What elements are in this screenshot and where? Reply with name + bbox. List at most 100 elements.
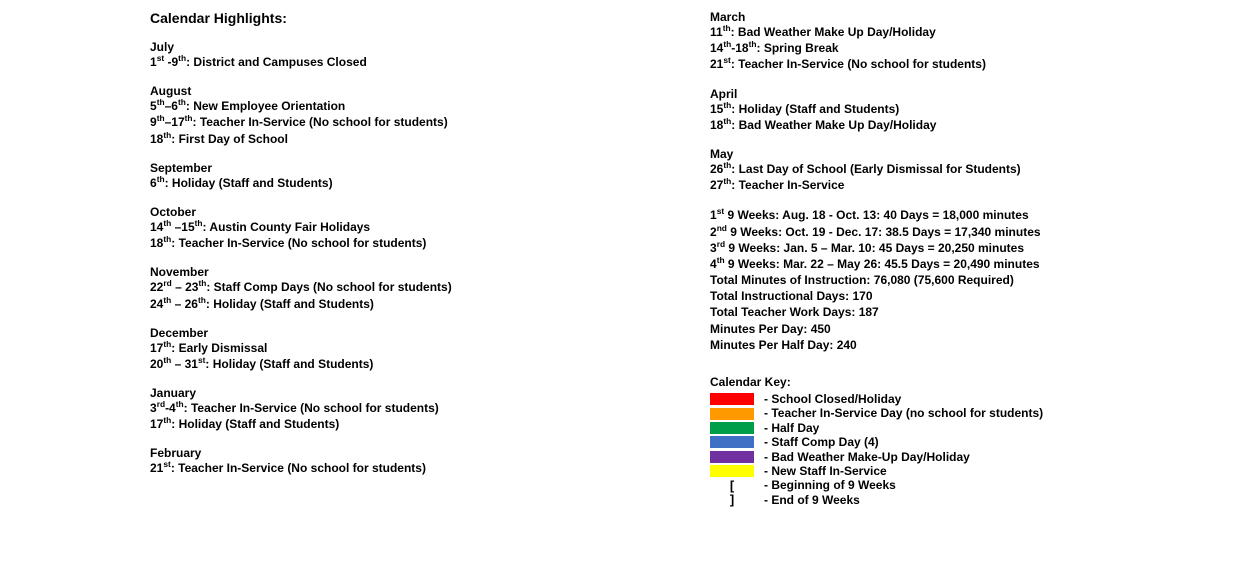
key-label: - End of 9 Weeks: [764, 493, 860, 507]
color-swatch: [710, 436, 754, 448]
entry-date: 21st:: [150, 461, 175, 475]
month-block: April15th: Holiday (Staff and Students)1…: [710, 87, 1120, 133]
key-row: - Teacher In-Service Day (no school for …: [710, 406, 1120, 420]
left-months-container: July1st -9th: District and Campuses Clos…: [150, 40, 560, 477]
entry-desc: Holiday (Staff and Students): [209, 357, 373, 371]
color-swatch: [710, 393, 754, 405]
entry-desc: Holiday (Staff and Students): [175, 417, 339, 431]
weeks-line: Minutes Per Day: 450: [710, 321, 1120, 337]
entry-desc: Teacher In-Service (No school for studen…: [735, 57, 986, 71]
entry-date: 15th:: [710, 102, 735, 116]
weeks-line: 1st 9 Weeks: Aug. 18 - Oct. 13: 40 Days …: [710, 207, 1120, 223]
month-block: November22rd – 23th: Staff Comp Days (No…: [150, 265, 560, 311]
month-name: February: [150, 446, 560, 460]
entry-desc: Spring Break: [761, 41, 839, 55]
entry-date: 17th:: [150, 417, 175, 431]
month-block: May26th: Last Day of School (Early Dismi…: [710, 147, 1120, 193]
entry-date: 3rd-4th:: [150, 401, 188, 415]
entry-date: 26th:: [710, 162, 735, 176]
calendar-entry: 17th: Early Dismissal: [150, 340, 560, 356]
color-swatch: [710, 422, 754, 434]
bracket-symbol: [: [710, 480, 754, 492]
month-block: July1st -9th: District and Campuses Clos…: [150, 40, 560, 70]
calendar-entry: 3rd-4th: Teacher In-Service (No school f…: [150, 400, 560, 416]
calendar-entry: 14th –15th: Austin County Fair Holidays: [150, 219, 560, 235]
key-label: - New Staff In-Service: [764, 464, 887, 478]
entry-desc: Austin County Fair Holidays: [207, 220, 371, 234]
entry-date: 11th:: [710, 25, 735, 39]
key-row: - Bad Weather Make-Up Day/Holiday: [710, 450, 1120, 464]
calendar-entry: 20th – 31st: Holiday (Staff and Students…: [150, 356, 560, 372]
calendar-entry: 9th–17th: Teacher In-Service (No school …: [150, 114, 560, 130]
right-months-container: March11th: Bad Weather Make Up Day/Holid…: [710, 10, 1120, 193]
entry-date: 5th–6th:: [150, 99, 190, 113]
entry-desc: First Day of School: [175, 132, 288, 146]
calendar-entry: 18th: Teacher In-Service (No school for …: [150, 235, 560, 251]
entry-desc: Early Dismissal: [175, 341, 267, 355]
entry-date: 18th:: [150, 132, 175, 146]
calendar-highlights-wrap: Calendar Highlights: July1st -9th: Distr…: [0, 0, 1233, 507]
calendar-entry: 11th: Bad Weather Make Up Day/Holiday: [710, 24, 1120, 40]
entry-date: 27th:: [710, 178, 735, 192]
weeks-line: Total Instructional Days: 170: [710, 288, 1120, 304]
calendar-entry: 24th – 26th: Holiday (Staff and Students…: [150, 296, 560, 312]
weeks-line: 4th 9 Weeks: Mar. 22 – May 26: 45.5 Days…: [710, 256, 1120, 272]
entry-desc: New Employee Orientation: [190, 99, 345, 113]
entry-desc: Teacher In-Service (No school for studen…: [197, 115, 448, 129]
entry-desc: Teacher In-Service (No school for studen…: [175, 461, 426, 475]
entry-date: 6th:: [150, 176, 169, 190]
calendar-entry: 26th: Last Day of School (Early Dismissa…: [710, 161, 1120, 177]
month-name: April: [710, 87, 1120, 101]
month-block: February21st: Teacher In-Service (No sch…: [150, 446, 560, 476]
month-block: December17th: Early Dismissal20th – 31st…: [150, 326, 560, 372]
key-row: - Staff Comp Day (4): [710, 435, 1120, 449]
entry-desc: Teacher In-Service (No school for studen…: [188, 401, 439, 415]
key-label: - School Closed/Holiday: [764, 392, 901, 406]
entry-desc: Bad Weather Make Up Day/Holiday: [735, 25, 936, 39]
entry-date: 22rd – 23th:: [150, 280, 210, 294]
month-block: January3rd-4th: Teacher In-Service (No s…: [150, 386, 560, 432]
month-name: March: [710, 10, 1120, 24]
weeks-line: Total Minutes of Instruction: 76,080 (75…: [710, 272, 1120, 288]
key-label: - Staff Comp Day (4): [764, 435, 879, 449]
month-name: January: [150, 386, 560, 400]
calendar-entry: 27th: Teacher In-Service: [710, 177, 1120, 193]
calendar-entry: 5th–6th: New Employee Orientation: [150, 98, 560, 114]
entry-date: 21st:: [710, 57, 735, 71]
calendar-entry: 21st: Teacher In-Service (No school for …: [710, 56, 1120, 72]
month-name: October: [150, 205, 560, 219]
calendar-key-block: Calendar Key: - School Closed/Holiday- T…: [710, 375, 1120, 507]
entry-desc: Holiday (Staff and Students): [169, 176, 333, 190]
key-label: - Bad Weather Make-Up Day/Holiday: [764, 450, 970, 464]
month-block: September6th: Holiday (Staff and Student…: [150, 161, 560, 191]
key-label: - Half Day: [764, 421, 819, 435]
calendar-key-rows: - School Closed/Holiday- Teacher In-Serv…: [710, 392, 1120, 507]
entry-date: 18th:: [150, 236, 175, 250]
calendar-entry: 1st -9th: District and Campuses Closed: [150, 54, 560, 70]
month-name: November: [150, 265, 560, 279]
left-column: Calendar Highlights: July1st -9th: Distr…: [0, 10, 560, 507]
entry-desc: Holiday (Staff and Students): [210, 297, 374, 311]
entry-date: 9th–17th:: [150, 115, 197, 129]
calendar-entry: 21st: Teacher In-Service (No school for …: [150, 460, 560, 476]
weeks-line: 3rd 9 Weeks: Jan. 5 – Mar. 10: 45 Days =…: [710, 240, 1120, 256]
entry-date: 24th – 26th:: [150, 297, 210, 311]
month-name: August: [150, 84, 560, 98]
entry-desc: Teacher In-Service (No school for studen…: [175, 236, 426, 250]
weeks-line: 2nd 9 Weeks: Oct. 19 - Dec. 17: 38.5 Day…: [710, 224, 1120, 240]
calendar-entry: 18th: Bad Weather Make Up Day/Holiday: [710, 117, 1120, 133]
key-row: - Half Day: [710, 421, 1120, 435]
color-swatch: [710, 451, 754, 463]
entry-desc: Teacher In-Service: [735, 178, 844, 192]
calendar-entry: 14th-18th: Spring Break: [710, 40, 1120, 56]
entry-desc: Bad Weather Make Up Day/Holiday: [735, 118, 936, 132]
calendar-entry: 6th: Holiday (Staff and Students): [150, 175, 560, 191]
month-name: September: [150, 161, 560, 175]
month-block: October14th –15th: Austin County Fair Ho…: [150, 205, 560, 251]
entry-date: 20th – 31st:: [150, 357, 209, 371]
entry-date: 18th:: [710, 118, 735, 132]
month-name: July: [150, 40, 560, 54]
bracket-symbol: ]: [710, 494, 754, 506]
calendar-entry: 18th: First Day of School: [150, 131, 560, 147]
calendar-entry: 15th: Holiday (Staff and Students): [710, 101, 1120, 117]
